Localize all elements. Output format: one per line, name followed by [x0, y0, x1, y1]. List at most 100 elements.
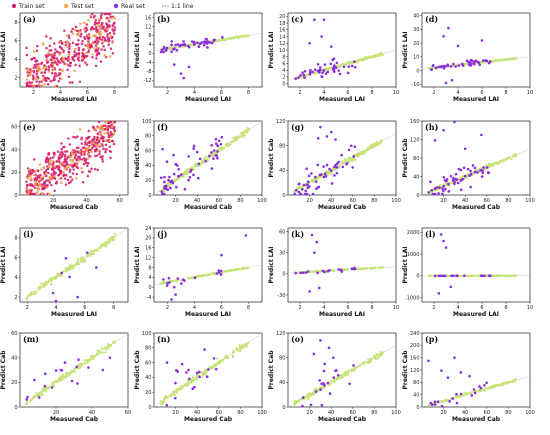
- point-train: [86, 174, 90, 178]
- point-train: [82, 157, 86, 160]
- point-real: [433, 403, 437, 406]
- point-test: [356, 60, 360, 63]
- point-test: [56, 380, 60, 383]
- point-real: [338, 72, 342, 76]
- panel-label: (a): [23, 14, 36, 24]
- point-real: [326, 381, 330, 385]
- point-train: [100, 12, 104, 16]
- point-test: [98, 32, 101, 36]
- point-test: [190, 381, 193, 385]
- point-train: [86, 164, 89, 168]
- point-train: [77, 48, 81, 52]
- y-tick-label: 0: [416, 405, 419, 411]
- points: [427, 120, 518, 196]
- point-train: [80, 32, 83, 36]
- point-test: [185, 169, 189, 172]
- point-test: [224, 38, 227, 41]
- point-train: [67, 36, 71, 40]
- point-test: [48, 159, 52, 162]
- point-train: [99, 14, 103, 18]
- point-test: [111, 41, 114, 45]
- point-train: [42, 74, 45, 78]
- point-test: [58, 40, 61, 44]
- point-real: [174, 381, 177, 385]
- point-real: [163, 192, 166, 196]
- point-train: [58, 173, 61, 176]
- point-train: [77, 59, 81, 62]
- point-real: [159, 176, 163, 180]
- x-tick-label: 2: [432, 305, 435, 311]
- point-test: [307, 397, 310, 401]
- point-test: [39, 178, 42, 181]
- point-test: [58, 376, 61, 380]
- point-test: [31, 292, 34, 296]
- point-train: [93, 40, 97, 44]
- point-real: [457, 64, 461, 67]
- points: [427, 356, 517, 408]
- x-ticks: 20 40 60 80 100: [306, 195, 401, 204]
- y-tick-label: 4: [282, 68, 285, 74]
- point-real: [334, 66, 338, 69]
- point-test: [68, 373, 72, 377]
- point-train: [96, 40, 100, 43]
- point-test: [85, 51, 88, 55]
- point-train: [52, 57, 56, 60]
- point-test: [60, 77, 63, 81]
- point-real: [461, 64, 465, 67]
- point-real: [439, 233, 443, 236]
- plot-frame: [421, 227, 531, 303]
- point-test: [494, 59, 497, 62]
- x-ticks: 2 4 6 8 10: [432, 87, 533, 96]
- y-tick-label: 60: [279, 229, 285, 235]
- point-test: [81, 362, 85, 366]
- point-real: [54, 369, 58, 372]
- point-train: [49, 156, 52, 160]
- point-real: [320, 403, 324, 407]
- point-test: [65, 40, 69, 43]
- point-test: [102, 40, 105, 44]
- point-test: [360, 152, 364, 155]
- point-train: [52, 170, 56, 174]
- point-real: [465, 59, 469, 62]
- point-train: [106, 33, 109, 36]
- point-test: [379, 266, 382, 270]
- point-real: [308, 41, 311, 45]
- point-train: [81, 51, 84, 55]
- point-real: [164, 48, 168, 52]
- x-tick-label: 2: [432, 90, 435, 96]
- x-tick-label: 8: [113, 90, 116, 96]
- point-train: [71, 81, 74, 84]
- point-train: [84, 161, 88, 165]
- point-test: [43, 285, 46, 288]
- point-test: [192, 380, 196, 383]
- y-ticks: -4 0 4 8 12 16 20 24: [145, 226, 154, 301]
- point-train: [112, 29, 115, 33]
- point-real: [174, 185, 178, 189]
- point-test: [305, 73, 309, 77]
- x-tick-label: 4: [59, 90, 62, 96]
- x-ticks: 2 4 6 8: [32, 87, 116, 96]
- point-test: [368, 267, 371, 270]
- point-test: [294, 402, 297, 405]
- point-train: [53, 153, 56, 156]
- point-test: [38, 163, 42, 166]
- legend-label: 1:1 line: [171, 3, 194, 10]
- point-test: [513, 274, 516, 277]
- point-train: [50, 71, 54, 75]
- point-real: [442, 34, 445, 38]
- point-train: [32, 192, 36, 196]
- point-test: [180, 384, 184, 388]
- point-test: [338, 64, 341, 67]
- point-test: [47, 70, 51, 73]
- point-real: [162, 46, 166, 50]
- point-real: [440, 404, 444, 408]
- point-test: [231, 354, 234, 357]
- point-real: [162, 278, 165, 281]
- point-test: [101, 128, 105, 132]
- point-real: [470, 394, 474, 397]
- point-real: [293, 192, 296, 196]
- point-test: [306, 393, 309, 396]
- point-test: [58, 274, 62, 278]
- point-test: [342, 373, 346, 376]
- point-train: [40, 61, 44, 65]
